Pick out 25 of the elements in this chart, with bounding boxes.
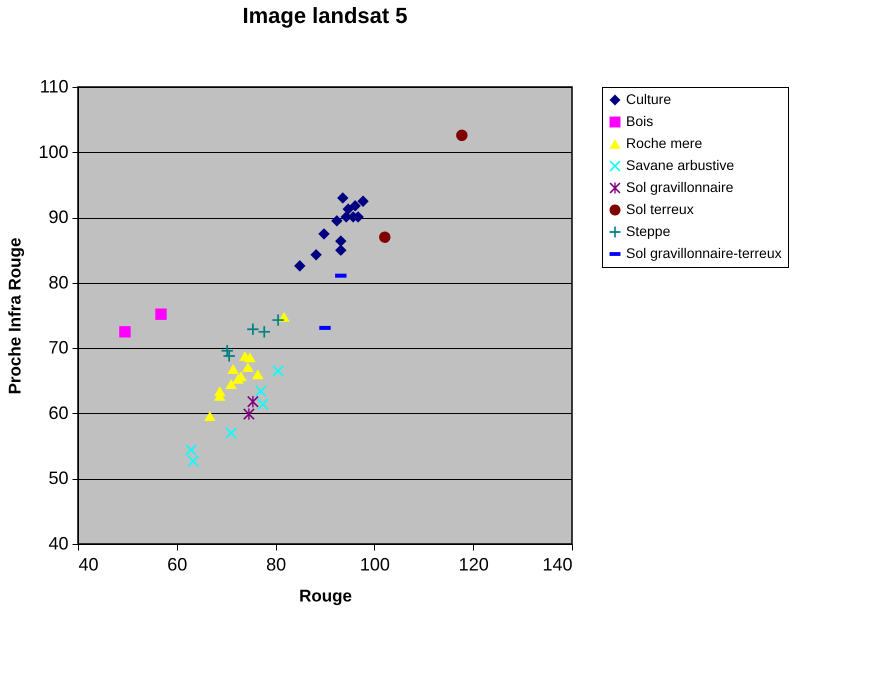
y-tick-label: 80 <box>48 272 68 292</box>
y-tick-label: 100 <box>38 142 68 162</box>
legend-label: Sol gravillonnaire-terreux <box>626 245 782 261</box>
y-tick-label: 90 <box>48 207 68 228</box>
legend-label: Savane arbustive <box>626 157 734 173</box>
legend-label: Roche mere <box>626 135 702 151</box>
y-tick-label: 60 <box>48 402 68 423</box>
x-tick-label: 100 <box>360 554 390 574</box>
x-axis-title: Rouge <box>299 586 352 606</box>
x-tick-label: 120 <box>458 554 489 574</box>
y-tick-label: 70 <box>48 338 68 358</box>
x-tick-label: 80 <box>266 554 286 574</box>
y-tick-label: 110 <box>40 76 68 96</box>
legend-label: Bois <box>626 113 654 129</box>
x-tick-label: 60 <box>167 554 188 574</box>
chart-title: Image landsat 5 <box>242 3 408 28</box>
legend-label: Steppe <box>626 223 671 239</box>
x-tick-label: 140 <box>542 554 572 574</box>
y-tick-label: 50 <box>48 468 68 488</box>
legend-label: Sol terreux <box>626 201 694 217</box>
y-tick-label: 40 <box>48 534 68 554</box>
legend-label: Sol gravillonnaire <box>626 179 734 195</box>
y-axis-title: Proche Infra Rouge <box>5 238 24 394</box>
legend-label: Culture <box>626 91 672 107</box>
x-tick-label: 40 <box>78 554 99 574</box>
